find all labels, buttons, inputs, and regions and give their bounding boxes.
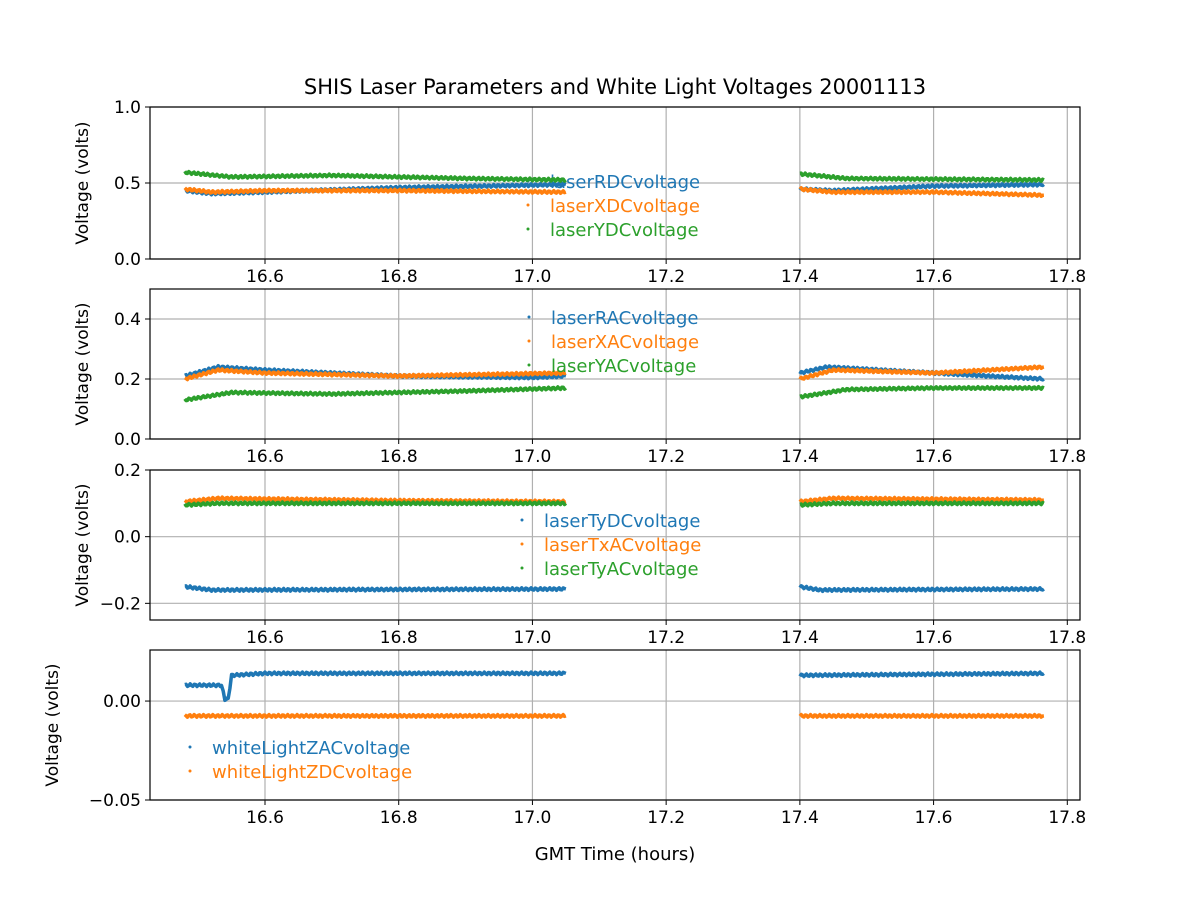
x-tick-label: 16.6 (246, 628, 284, 648)
series-laserXDCvoltage (798, 186, 1045, 199)
y-tick-label: 0.2 (114, 461, 141, 481)
x-tick-label: 16.6 (246, 447, 284, 467)
legend-marker (526, 227, 530, 231)
legend-label: laserTxACvoltage (544, 535, 701, 556)
series-whiteLightZDCvoltage (183, 712, 567, 719)
x-tick-label: 17.0 (514, 808, 552, 828)
series-laserTxACvoltage (798, 495, 1045, 505)
series-laserYACvoltage (799, 384, 1045, 400)
x-tick-label: 16.8 (380, 808, 418, 828)
subplot-3: 16.6 16.8 17.0 17.2 17.4 17.6 17.8 −0.2 0.0 0.2 la… (73, 461, 1086, 648)
y-tick-label: 0.0 (114, 528, 141, 548)
x-tick-label: 17.2 (647, 447, 685, 467)
x-tick-label: 17.6 (915, 447, 953, 467)
y-tick-label: −0.2 (100, 594, 141, 614)
series-whiteLightZACvoltage (184, 670, 567, 703)
legend-marker (520, 542, 524, 546)
legend-label: laserTyDCvoltage (544, 511, 700, 532)
axes-frame (149, 106, 1081, 260)
x-tick-label: 17.8 (1048, 267, 1086, 287)
series-laserYDCvoltage (183, 169, 567, 183)
legend-label: laserXDCvoltage (550, 196, 700, 217)
legend-marker (527, 363, 531, 367)
legend-label: laserRDCvoltage (550, 172, 700, 193)
series-laserTyACvoltage (183, 500, 568, 508)
x-tick-label: 16.8 (380, 267, 418, 287)
x-tick-label: 17.6 (915, 808, 953, 828)
legend-marker (527, 315, 531, 319)
series-laserYACvoltage (183, 385, 568, 403)
y-tick-label: 0.5 (114, 174, 141, 194)
y-axis-label: Voltage (volts) (43, 663, 63, 786)
x-tick-label: 16.8 (380, 628, 418, 648)
x-tick-label: 16.6 (246, 267, 284, 287)
x-tick-label: 17.4 (781, 267, 819, 287)
axes-frame (149, 469, 1081, 621)
x-tick-label: 17.8 (1048, 628, 1086, 648)
legend-marker (520, 566, 524, 570)
x-tick-label: 17.4 (781, 808, 819, 828)
x-tick-label: 17.8 (1048, 808, 1086, 828)
y-axis-label: Voltage (volts) (73, 121, 93, 244)
y-axis-label: Voltage (volts) (73, 302, 93, 425)
x-tick-label: 17.2 (647, 628, 685, 648)
x-tick-label: 17.0 (514, 267, 552, 287)
series-laserTyDCvoltage (798, 584, 1045, 594)
axes-frame (149, 288, 1081, 440)
y-tick-label: 1.0 (114, 98, 141, 118)
x-tick-label: 17.4 (781, 628, 819, 648)
x-tick-label: 17.8 (1048, 447, 1086, 467)
x-tick-label: 17.2 (647, 808, 685, 828)
y-tick-label: 0.0 (114, 250, 141, 270)
legend-label: whiteLightZDCvoltage (212, 762, 412, 783)
x-tick-label: 17.6 (915, 628, 953, 648)
x-tick-label: 16.8 (380, 447, 418, 467)
legend-marker (188, 745, 192, 749)
series-whiteLightZACvoltage (798, 670, 1045, 679)
axes-frame (149, 649, 1081, 801)
legend-marker (188, 769, 192, 773)
chart-title: SHIS Laser Parameters and White Light Vo… (304, 75, 926, 99)
subplot-2: 16.6 16.8 17.0 17.2 17.4 17.6 17.8 0.0 0.2 0.4 las… (73, 288, 1086, 467)
legend-marker (526, 203, 530, 207)
legend-label: laserXACvoltage (551, 332, 699, 353)
series-laserTyACvoltage (799, 500, 1045, 508)
series-laserXACvoltage (183, 367, 567, 382)
legend-label: laserYDCvoltage (550, 220, 699, 241)
x-tick-label: 17.4 (781, 447, 819, 467)
subplot-1: 16.6 16.8 17.0 17.2 17.4 17.6 17.8 0.0 0.5 1.0 las… (73, 98, 1086, 287)
subplot-4: 16.6 16.8 17.0 17.2 17.4 17.6 17.8 −0.05 0.00 whi… (43, 649, 1086, 828)
legend-label: laserTyACvoltage (544, 559, 699, 580)
x-tick-label: 17.0 (514, 447, 552, 467)
y-tick-label: −0.05 (89, 791, 141, 811)
y-tick-label: 0.2 (114, 370, 141, 390)
x-axis-label: GMT Time (hours) (535, 844, 696, 865)
series-laserYDCvoltage (799, 171, 1045, 183)
series-laserXDCvoltage (183, 186, 567, 196)
x-tick-label: 16.6 (246, 808, 284, 828)
x-tick-label: 17.6 (915, 267, 953, 287)
series-laserTyDCvoltage (184, 584, 567, 593)
y-axis-label: Voltage (volts) (73, 483, 93, 606)
series-laserXACvoltage (798, 364, 1045, 381)
legend-marker (520, 518, 524, 522)
legend-label: whiteLightZACvoltage (212, 738, 410, 759)
x-tick-label: 17.0 (514, 628, 552, 648)
legend-label: laserRACvoltage (551, 308, 698, 329)
x-tick-label: 17.2 (647, 267, 685, 287)
legend-marker (527, 339, 531, 343)
series-laserTxACvoltage (183, 495, 567, 505)
y-tick-label: 0.4 (114, 310, 141, 330)
y-tick-label: 0.00 (103, 692, 141, 712)
legend-label: laserYACvoltage (551, 356, 696, 377)
series-whiteLightZDCvoltage (798, 712, 1045, 719)
y-tick-label: 0.0 (114, 430, 141, 450)
